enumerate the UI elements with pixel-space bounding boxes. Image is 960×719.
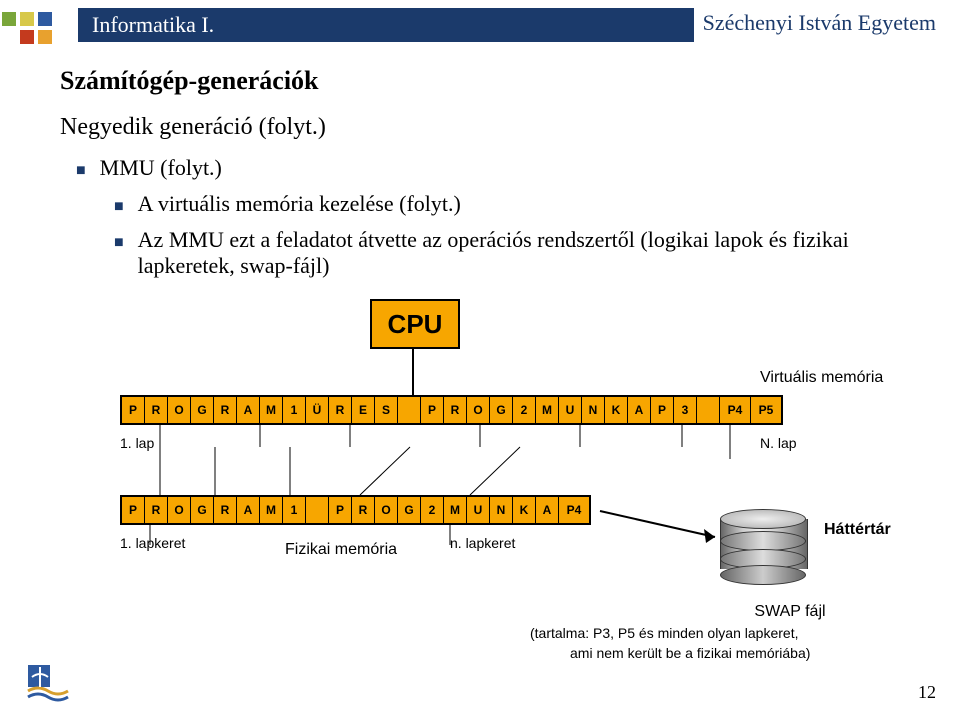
bullet-marker-icon: ■ (114, 198, 124, 216)
memory-cell: N (582, 397, 605, 423)
memory-cell: Ü (306, 397, 329, 423)
bullet-virtmem: ■ A virtuális memória kezelése (folyt.) (114, 191, 900, 217)
generation-subtitle: Negyedik generáció (folyt.) (60, 114, 900, 141)
memory-cell: G (191, 497, 214, 523)
logo-squares (0, 12, 58, 42)
memory-cell: 3 (674, 397, 697, 423)
storage-label: Háttértár (824, 521, 891, 539)
memory-cell: U (467, 497, 490, 523)
memory-cell: P4 (559, 497, 589, 523)
physical-memory-label: Fizikai memória (285, 541, 397, 559)
memory-cell: 1 (283, 397, 306, 423)
bullet-text: Az MMU ezt a feladatot átvette az operác… (138, 227, 900, 279)
memory-cell: O (467, 397, 490, 423)
bullet-marker-icon: ■ (76, 162, 86, 180)
memory-cell: R (352, 497, 375, 523)
memory-cell: K (513, 497, 536, 523)
virtual-memory-label: Virtuális memória (760, 369, 883, 387)
memory-cell: S (375, 397, 398, 423)
memory-cell: O (168, 397, 191, 423)
memory-cell: R (214, 397, 237, 423)
memory-cell: E (352, 397, 375, 423)
logo-square (2, 12, 16, 26)
bullet-mmu: ■ MMU (folyt.) (76, 155, 900, 181)
memory-cell: O (168, 497, 191, 523)
course-title: Informatika I. (78, 8, 694, 42)
logo-square (38, 30, 52, 44)
memory-cell: U (559, 397, 582, 423)
memory-cell: P4 (720, 397, 751, 423)
lapkeret1-label: 1. lapkeret (120, 535, 185, 551)
storage-icon (720, 509, 806, 579)
memory-cell: R (444, 397, 467, 423)
memory-cell: P (329, 497, 352, 523)
memory-cell: 2 (513, 397, 536, 423)
memory-cell: A (536, 497, 559, 523)
memory-cell: R (214, 497, 237, 523)
logo-square (20, 12, 34, 26)
memory-cell: O (375, 497, 398, 523)
virtual-memory-row: PROGRAM1ÜRES PROG2MUNKAP3 P4P5 (120, 395, 783, 425)
memory-cell: G (398, 497, 421, 523)
lapkeretn-label: n. lapkeret (450, 535, 515, 551)
memory-cell: R (145, 497, 168, 523)
memory-cell: P5 (751, 397, 781, 423)
memory-cell: 1 (283, 497, 306, 523)
memory-cell: P (122, 497, 145, 523)
section-title: Számítógép-generációk (60, 66, 900, 96)
page-number: 12 (918, 682, 936, 703)
memory-cell: M (260, 397, 283, 423)
memory-cell: K (605, 397, 628, 423)
logo-square (20, 30, 34, 44)
memory-diagram: CPU PROGRAM1ÜRES PROG2MUNKA (60, 299, 900, 669)
memory-cell: G (191, 397, 214, 423)
memory-cell: P (122, 397, 145, 423)
bullet-text: A virtuális memória kezelése (folyt.) (138, 191, 461, 217)
memory-cell: M (536, 397, 559, 423)
physical-memory-row: PROGRAM1 PROG2MUNKAP4 (120, 495, 591, 525)
bullet-marker-icon: ■ (114, 234, 124, 252)
lap1-label: 1. lap (120, 435, 154, 451)
bullet-mmu-task: ■ Az MMU ezt a feladatot átvette az oper… (114, 227, 900, 279)
university-name: Széchenyi István Egyetem (703, 10, 936, 36)
memory-cell (306, 497, 329, 523)
lapn-label: N. lap (760, 435, 797, 451)
memory-cell: G (490, 397, 513, 423)
memory-cell: M (444, 497, 467, 523)
slide-header: Informatika I. Széchenyi István Egyetem (0, 0, 960, 48)
memory-cell: A (237, 397, 260, 423)
swap-title: SWAP fájl (680, 603, 900, 621)
memory-cell: 2 (421, 497, 444, 523)
slide-content: Számítógép-generációk Negyedik generáció… (0, 66, 960, 669)
footer-logo-icon (24, 663, 70, 705)
memory-cell: R (329, 397, 352, 423)
memory-cell: M (260, 497, 283, 523)
bullet-text: MMU (folyt.) (100, 155, 222, 181)
memory-cell: A (237, 497, 260, 523)
memory-cell: P (651, 397, 674, 423)
swap-note2: ami nem került be a fizikai memóriába) (570, 645, 810, 661)
memory-cell (398, 397, 421, 423)
memory-cell: A (628, 397, 651, 423)
memory-cell (697, 397, 720, 423)
memory-cell: N (490, 497, 513, 523)
logo-square (38, 12, 52, 26)
memory-cell: R (145, 397, 168, 423)
swap-note1: (tartalma: P3, P5 és minden olyan lapker… (530, 625, 798, 641)
memory-cell: P (421, 397, 444, 423)
